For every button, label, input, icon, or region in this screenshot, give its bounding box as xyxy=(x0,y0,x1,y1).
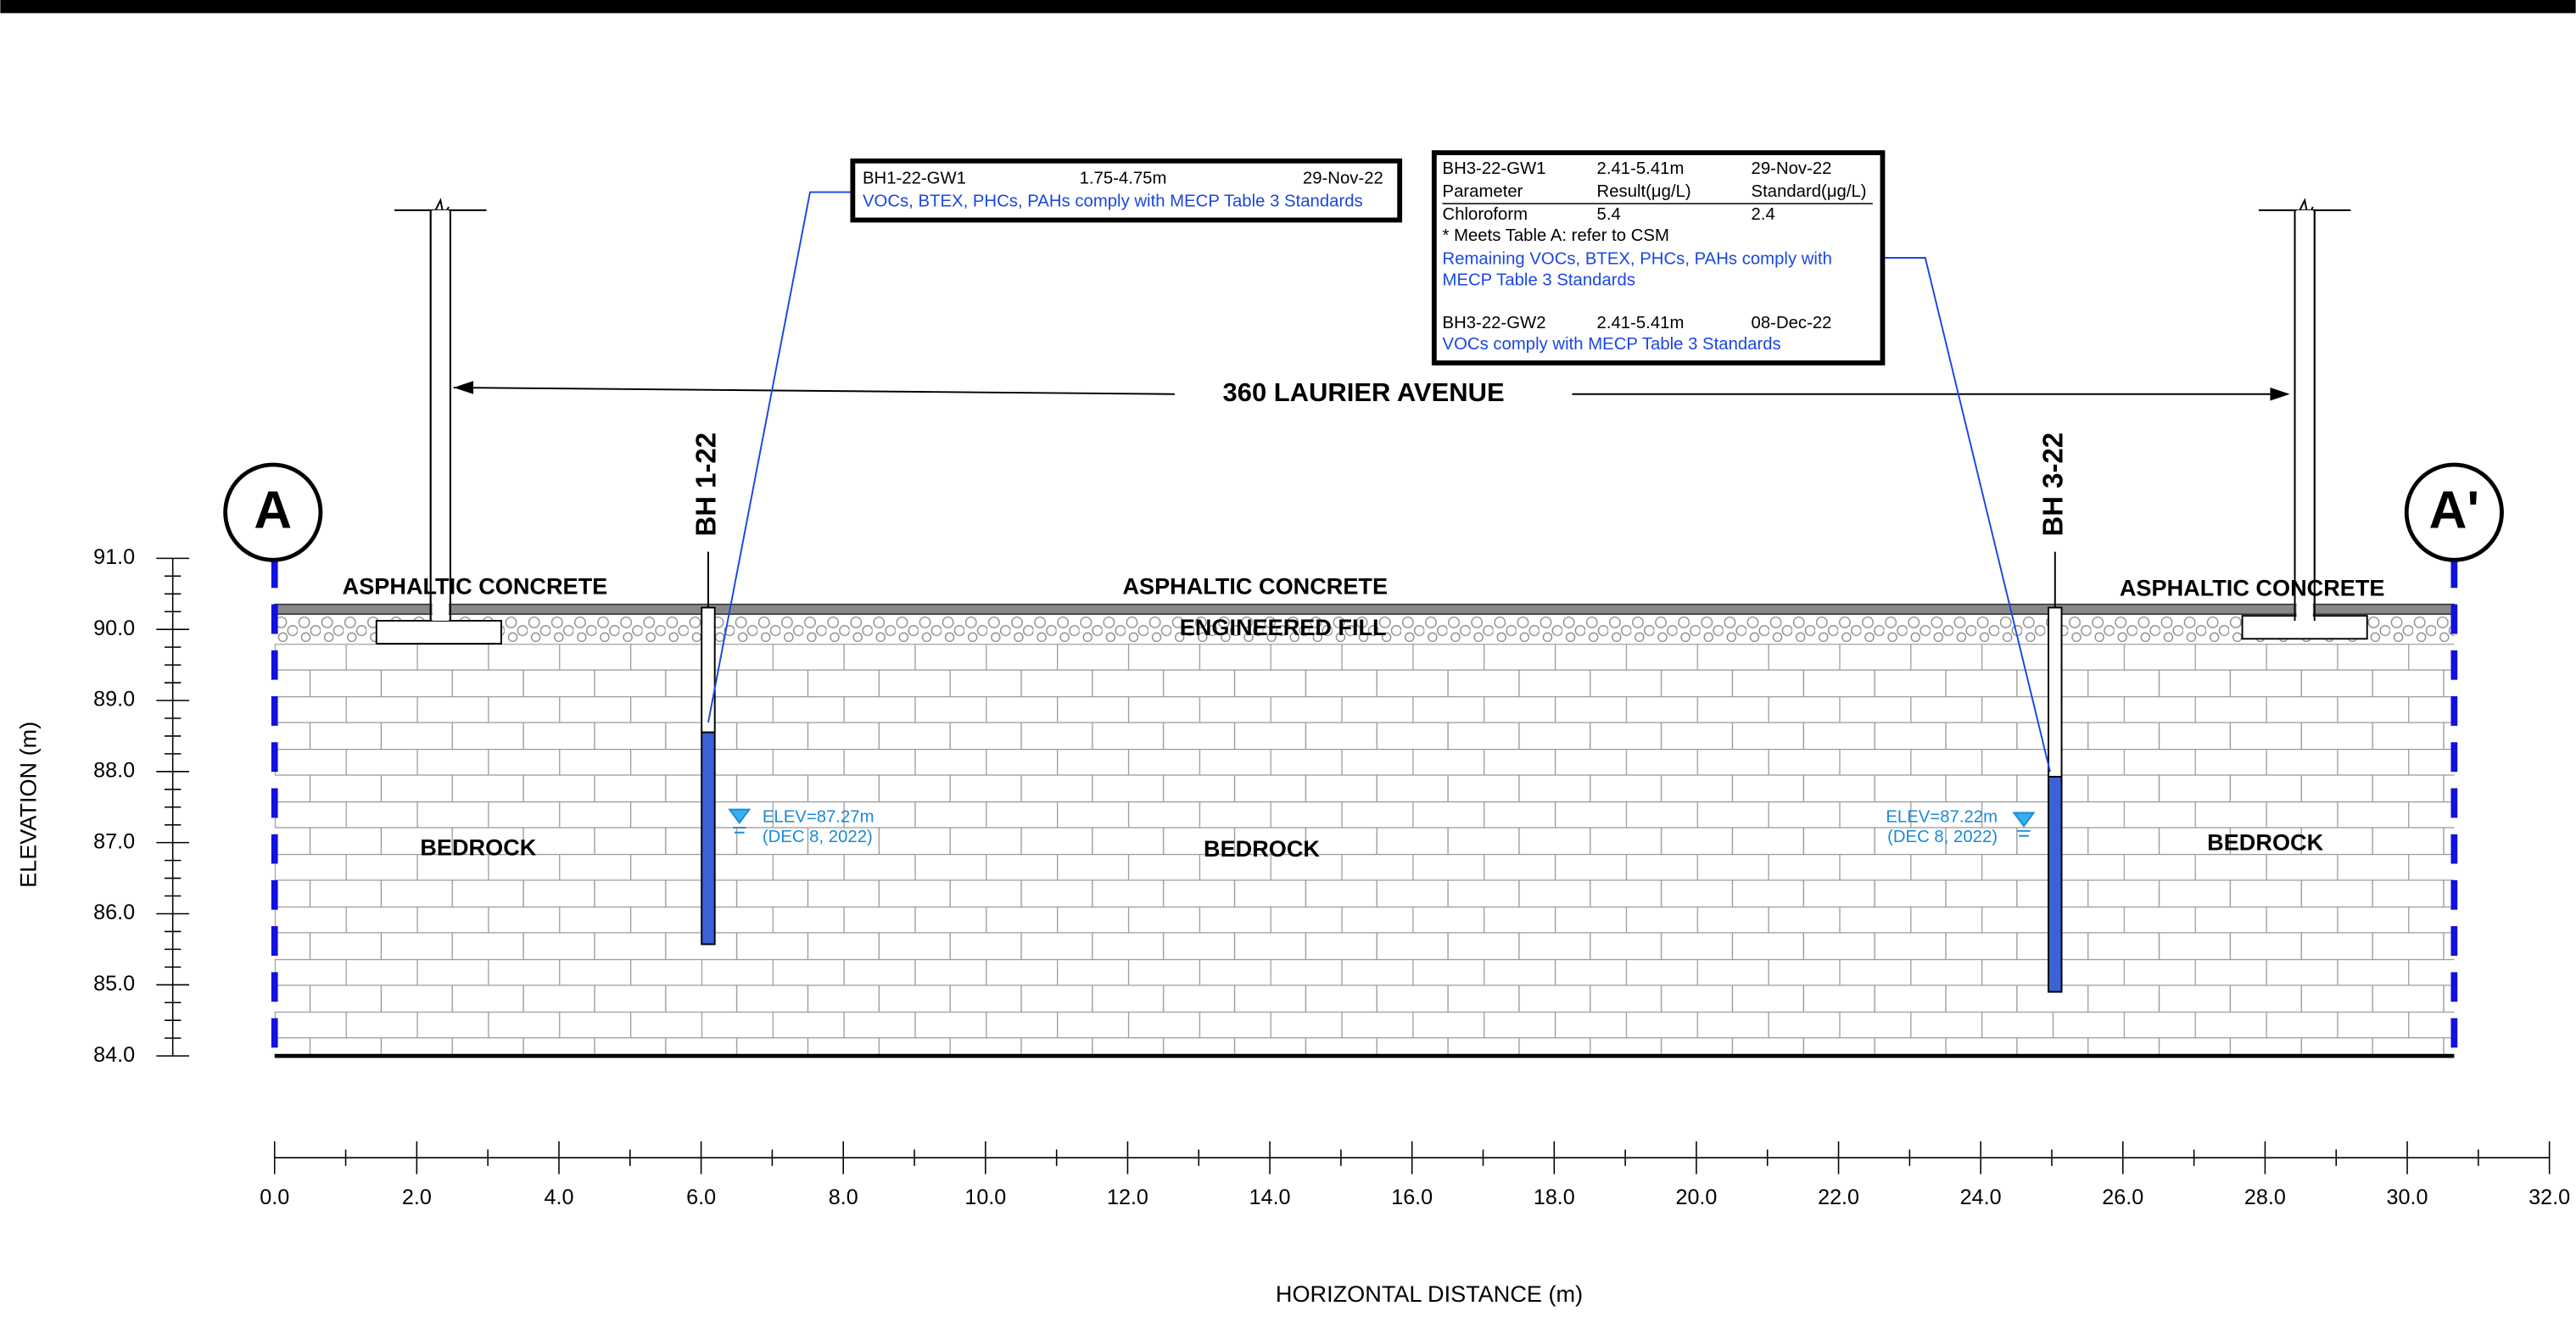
borehole-screen xyxy=(701,731,716,946)
y-tick-label: 89.0 xyxy=(93,688,135,712)
box-footnote: * Meets Table A: refer to CSM xyxy=(1443,226,1669,245)
box-cell: 2.41-5.41m xyxy=(1597,159,1685,178)
box-note: MECP Table 3 Standards xyxy=(1443,271,1636,290)
water-level: ELEV=87.27m xyxy=(763,808,874,827)
y-axis-title: ELEVATION (m) xyxy=(14,722,41,888)
layer-label: ASPHALTIC CONCRETE xyxy=(343,572,608,599)
sample-box xyxy=(850,158,1403,223)
box-cell: Result(μg/L) xyxy=(1597,182,1691,201)
fill-layer xyxy=(274,614,2455,645)
borehole-label: BH 3-22 xyxy=(2037,432,2068,537)
x-tick-label: 18.0 xyxy=(1534,1186,1575,1209)
borehole-label: BH 1-22 xyxy=(690,432,722,537)
y-tick-label: 88.0 xyxy=(93,758,135,782)
box-cell: Chloroform xyxy=(1443,205,1528,224)
box-cell: 1.75-4.75m xyxy=(1080,169,1167,187)
x-tick-label: 0.0 xyxy=(260,1186,289,1209)
box-cell: 5.4 xyxy=(1597,205,1621,224)
asphalt-layer xyxy=(273,603,2456,615)
top-bar xyxy=(0,0,2576,14)
layer-label: BEDROCK xyxy=(1204,835,1320,862)
y-tick-label: 86.0 xyxy=(93,901,135,924)
water-level: ELEV=87.22m xyxy=(1886,808,1998,827)
x-tick-label: 12.0 xyxy=(1107,1186,1148,1209)
x-tick-label: 2.0 xyxy=(402,1186,432,1209)
box-cell: Standard(μg/L) xyxy=(1752,182,1867,201)
layer-label: BEDROCK xyxy=(2207,829,2323,855)
x-tick-label: 22.0 xyxy=(1818,1186,1859,1209)
footing xyxy=(375,619,502,645)
section-marker xyxy=(223,462,323,562)
leader-line xyxy=(1882,257,2051,773)
water-level-symbol xyxy=(2012,812,2036,837)
x-tick-label: 6.0 xyxy=(686,1186,716,1209)
water-level-symbol xyxy=(728,808,752,834)
borehole-riser xyxy=(2048,606,2063,778)
x-tick-label: 32.0 xyxy=(2529,1186,2570,1209)
arrowhead xyxy=(453,381,474,394)
layer-label: ENGINEERED FILL xyxy=(1180,614,1387,640)
box-note: Remaining VOCs, BTEX, PHCs, PAHs comply … xyxy=(1443,249,1832,268)
box-cell: BH3-22-GW1 xyxy=(1443,159,1546,178)
water-date: (DEC 8, 2022) xyxy=(1887,828,1998,846)
sample-box xyxy=(1431,150,1886,366)
site-title: 360 LAURIER AVENUE xyxy=(1223,377,1505,407)
bedrock-layer xyxy=(274,644,2455,1057)
arrowhead xyxy=(2270,387,2290,401)
box-cell: BH3-22-GW2 xyxy=(1443,314,1546,332)
x-tick-label: 26.0 xyxy=(2102,1186,2143,1209)
box-note: VOCs, BTEX, PHCs, PAHs comply with MECP … xyxy=(863,193,1363,211)
box-cell: BH1-22-GW1 xyxy=(863,169,966,187)
x-axis-title: HORIZONTAL DISTANCE (m) xyxy=(1276,1281,1583,1307)
y-tick-label: 85.0 xyxy=(93,972,135,996)
section-marker xyxy=(2404,462,2504,562)
x-tick-label: 10.0 xyxy=(964,1186,1006,1209)
layer-label: ASPHALTIC CONCRETE xyxy=(1122,572,1388,599)
box-cell: 29-Nov-22 xyxy=(1752,159,1832,178)
box-cell: 08-Dec-22 xyxy=(1752,314,1832,332)
box-note: VOCs comply with MECP Table 3 Standards xyxy=(1443,335,1781,354)
leader-line xyxy=(707,191,853,723)
y-tick-label: 90.0 xyxy=(93,617,135,640)
wall-fill xyxy=(2296,209,2313,621)
borehole-riser xyxy=(701,606,716,734)
y-tick-label: 84.0 xyxy=(93,1043,135,1067)
x-tick-label: 4.0 xyxy=(544,1186,573,1209)
box-cell: 2.4 xyxy=(1752,205,1775,224)
water-date: (DEC 8, 2022) xyxy=(763,828,873,846)
wall-fill xyxy=(432,209,449,621)
marker-label: A' xyxy=(2429,481,2479,539)
x-tick-label: 16.0 xyxy=(1391,1186,1433,1209)
layer-label: BEDROCK xyxy=(420,834,536,860)
layer-label: ASPHALTIC CONCRETE xyxy=(2120,574,2385,600)
box-cell: 29-Nov-22 xyxy=(1303,169,1383,187)
marker-label: A xyxy=(254,481,292,539)
y-tick-label: 87.0 xyxy=(93,829,135,853)
x-tick-label: 30.0 xyxy=(2387,1186,2428,1209)
y-tick-label: 91.0 xyxy=(93,545,135,569)
x-tick-label: 28.0 xyxy=(2244,1186,2286,1209)
box-cell: 2.41-5.41m xyxy=(1597,314,1685,332)
borehole-screen xyxy=(2048,775,2063,993)
x-tick-label: 14.0 xyxy=(1249,1186,1291,1209)
x-tick-label: 24.0 xyxy=(1960,1186,2002,1209)
box-cell: Parameter xyxy=(1443,182,1523,201)
x-tick-label: 20.0 xyxy=(1675,1186,1717,1209)
dimension-line xyxy=(453,387,1175,395)
x-tick-label: 8.0 xyxy=(829,1186,858,1209)
